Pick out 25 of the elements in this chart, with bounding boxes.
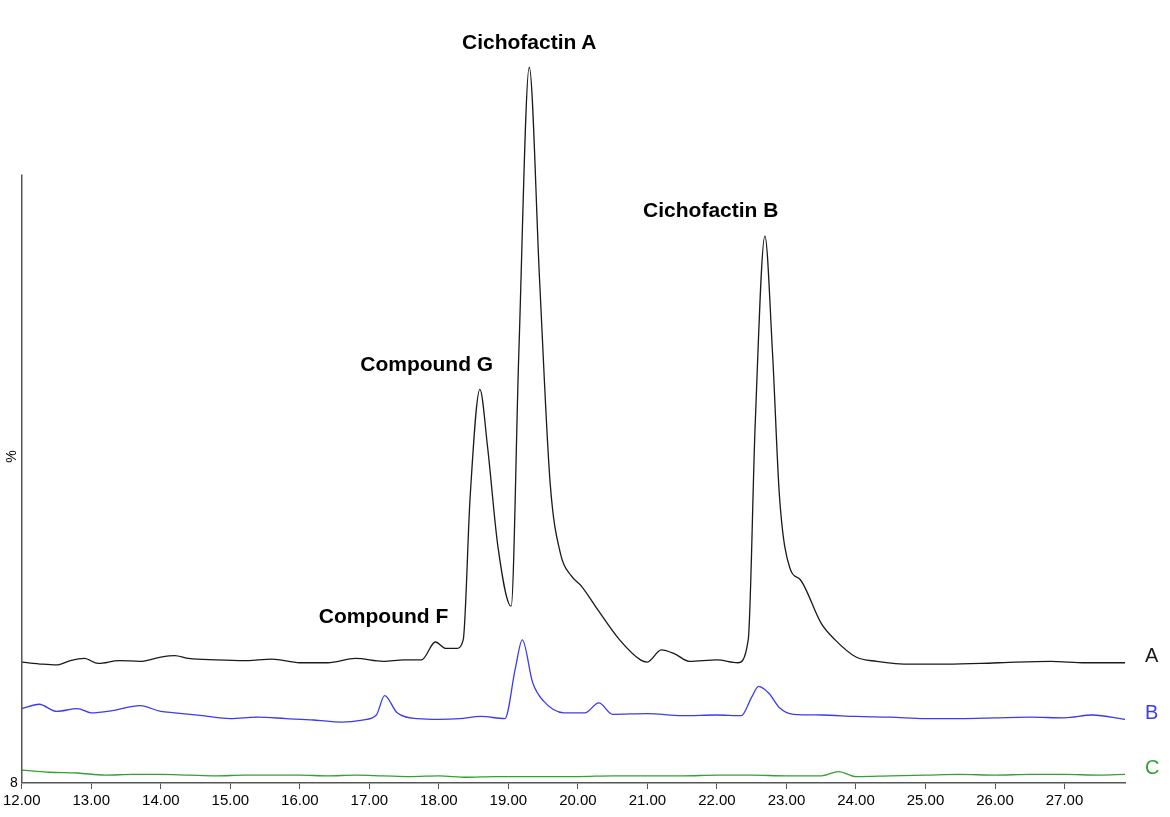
x-tick-label: 20.00 [559,791,597,809]
annotation: Compound F [318,604,449,628]
x-tick-label: 14.00 [142,791,180,809]
x-tick-label: 19.00 [489,791,528,809]
text: 8 [9,773,18,790]
x-tick-label: 25.00 [906,791,945,809]
series-label: A [1145,644,1159,667]
x-tick-label: 17.00 [350,791,389,809]
y-axis-title: % [2,450,19,463]
x-tick-label: 13.00 [72,791,111,809]
x-tick-label: 27.00 [1045,791,1084,809]
x-tick-label: 15.00 [211,791,250,809]
series-label: C [1145,755,1160,778]
annotation: Compound G [360,351,494,375]
x-tick-label: 16.00 [281,791,319,809]
x-tick-label: 26.00 [976,791,1014,809]
x-tick-label: 24.00 [837,791,875,809]
annotation: Cichofactin B [643,198,779,222]
annotation: Cichofactin A [461,29,597,53]
x-tick-label: 12.00 [2,791,41,809]
x-tick-label: 18.00 [420,791,458,809]
x-tick-label: 21.00 [628,791,667,809]
x-tick-label: 22.00 [698,791,736,809]
x-tick-label: 23.00 [767,791,806,809]
series-label: B [1145,700,1159,723]
